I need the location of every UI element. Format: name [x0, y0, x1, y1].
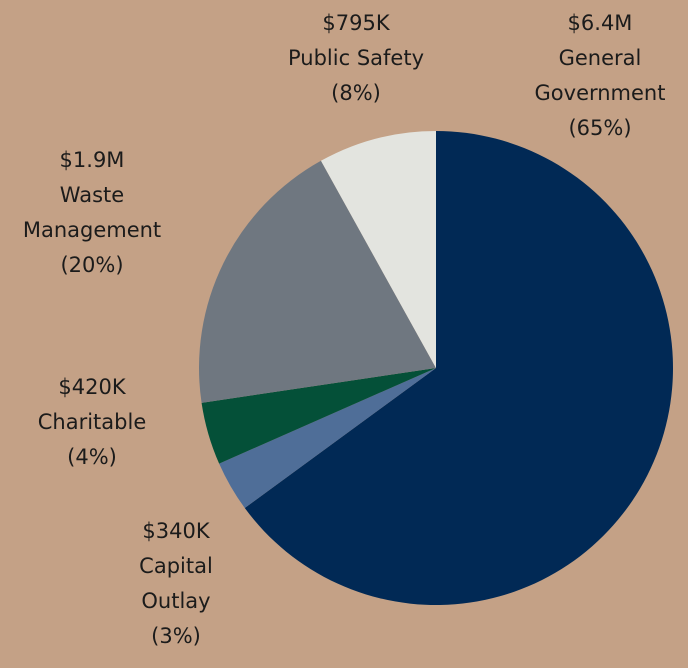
category-label: Public Safety	[288, 46, 424, 70]
value-label: $340K	[142, 519, 210, 543]
category-label: Charitable	[37, 410, 147, 434]
pie-slice	[199, 160, 436, 403]
pie-slice	[201, 368, 436, 464]
slice-label: $6.4M General Government (65%)	[525, 6, 675, 146]
value-label: $1.9M	[59, 148, 125, 172]
category-label: Waste Management	[22, 183, 162, 242]
category-label: Capital Outlay	[139, 554, 213, 613]
value-label: $420K	[58, 375, 126, 399]
share-label: (3%)	[151, 624, 201, 648]
category-label: General Government	[534, 46, 666, 105]
pie-slice	[244, 131, 673, 605]
slice-label: $340K Capital Outlay (3%)	[131, 514, 221, 654]
pie-slice	[320, 131, 436, 368]
share-label: (65%)	[568, 116, 632, 140]
value-label: $6.4M	[567, 11, 633, 35]
share-label: (20%)	[60, 253, 124, 277]
slice-label: $1.9M Waste Management (20%)	[12, 143, 172, 283]
pie-slice	[219, 368, 436, 509]
share-label: (4%)	[67, 445, 117, 469]
share-label: (8%)	[331, 81, 381, 105]
slice-label: $795K Public Safety (8%)	[256, 6, 456, 111]
value-label: $795K	[322, 11, 390, 35]
slice-label: $420K Charitable (4%)	[17, 370, 167, 475]
